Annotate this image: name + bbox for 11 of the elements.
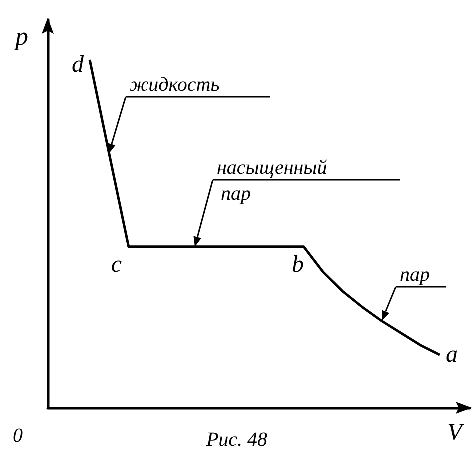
- annotation: насыщенный пар: [217, 157, 328, 205]
- annotation: пар: [400, 264, 430, 286]
- annotation: a: [446, 342, 458, 368]
- annotation: c: [111, 252, 122, 278]
- x-axis-title: V: [448, 420, 465, 446]
- annotation: b: [292, 252, 304, 278]
- annotation: жидкость: [130, 74, 220, 96]
- text: Рис. 48: [205, 429, 268, 450]
- y-axis-title: p: [14, 22, 28, 51]
- text: 0: [13, 425, 23, 447]
- annotation: d: [72, 52, 85, 78]
